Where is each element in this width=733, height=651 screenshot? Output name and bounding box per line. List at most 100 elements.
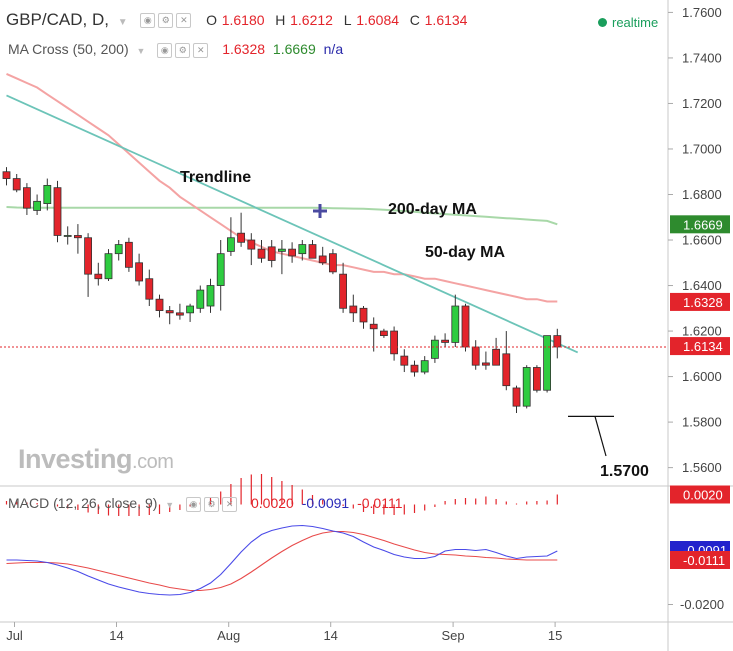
open-label: O	[206, 12, 217, 28]
realtime-label: realtime	[612, 15, 659, 30]
price-axis-label: 1.6800	[682, 187, 722, 202]
gear-icon[interactable]: ⚙	[204, 496, 220, 512]
candle-down	[379, 330, 388, 337]
gear-icon[interactable]: ⚙	[158, 13, 174, 29]
eye-icon[interactable]: ◉	[157, 42, 173, 58]
watermark-suffix: .com	[132, 451, 174, 473]
candle-down	[2, 171, 11, 179]
ma-indicator-label[interactable]: MA Cross (50, 200)	[8, 41, 129, 57]
close-icon[interactable]: ✕	[176, 13, 192, 29]
macd-hist-badge-bg	[670, 485, 730, 504]
realtime-dot-icon	[598, 18, 607, 27]
candle-down	[400, 355, 409, 366]
candle-up	[430, 339, 439, 359]
high-label: H	[275, 12, 286, 28]
time-axis-label: Sep	[442, 628, 465, 643]
eye-icon[interactable]: ◉	[186, 496, 202, 512]
macd-hist-value: 0.0020	[250, 495, 294, 511]
candle-up	[277, 248, 286, 252]
candle-down	[461, 305, 470, 348]
macd-axis-label: -0.0200	[680, 597, 724, 612]
macd-histogram	[5, 474, 558, 516]
candle-down	[369, 323, 378, 330]
symbol-dropdown-icon[interactable]: ▼	[117, 17, 128, 28]
close-icon[interactable]: ✕	[193, 42, 209, 58]
high-value: 1.6212	[290, 12, 333, 28]
candle-up	[186, 305, 195, 314]
candle-down	[145, 278, 154, 300]
price-axis-label: 1.7400	[682, 50, 722, 65]
candle-up	[33, 200, 41, 211]
candle-down	[492, 348, 501, 366]
macd-dropdown-icon[interactable]: ▼	[165, 500, 175, 510]
candle-down	[533, 367, 541, 391]
gear-icon[interactable]: ⚙	[175, 42, 191, 58]
price-badge: 1.6134	[683, 339, 723, 354]
price-axis-label: 1.6600	[682, 233, 722, 248]
candle-down	[257, 248, 266, 259]
candle-down	[135, 262, 144, 282]
candle-up	[63, 235, 72, 237]
symbol-header: GBP/CAD, D, ▼ ◉ ⚙ ✕ O 1.6180 H 1.6212 L 1.…	[6, 10, 467, 30]
time-axis-label: 14	[323, 628, 337, 643]
candle-down	[318, 255, 327, 264]
macd-indicator-label[interactable]: MACD (12, 26, close, 9)	[8, 495, 158, 511]
price-badge-bg	[670, 337, 730, 356]
price-axis-label: 1.7600	[682, 5, 722, 20]
trendline-annotation: Trendline	[180, 169, 251, 186]
candle-down	[125, 241, 133, 268]
ma200-annotation: 200-day MA	[388, 201, 477, 218]
price-axis-label: 1.7000	[682, 141, 722, 156]
price-axis-label: 1.6400	[682, 278, 722, 293]
candle-down	[359, 307, 368, 323]
candle-up	[226, 237, 235, 252]
candle-up	[451, 305, 460, 343]
time-axis-label: Jul	[6, 628, 23, 643]
macd-line-value: -0.0091	[301, 495, 350, 511]
low-marker-pointer	[594, 416, 607, 457]
candle-up	[196, 289, 205, 309]
candle-down	[237, 232, 246, 243]
close-icon[interactable]: ✕	[222, 496, 238, 512]
price-axis-label: 1.6000	[682, 369, 722, 384]
candle-down	[339, 273, 348, 309]
annotations: Trendline 200-day MA 50-day MA 1.5700	[180, 169, 649, 480]
ma200-line	[6, 206, 558, 226]
macd-signal-badge-bg	[670, 551, 730, 569]
trendline	[6, 94, 579, 354]
candle-down	[267, 246, 276, 261]
ma-legend: MA Cross (50, 200) ▼ ◉ ⚙ ✕ 1.6328 1.6669 n…	[8, 41, 343, 58]
candle-down	[84, 237, 92, 275]
candle-down	[53, 187, 62, 236]
ma50-badge-bg	[670, 292, 730, 311]
candles	[2, 167, 562, 413]
eye-icon[interactable]: ◉	[140, 13, 156, 29]
candle-down	[328, 253, 337, 273]
time-axis-label: Aug	[217, 628, 240, 643]
candle-down	[12, 178, 21, 191]
axes: 1.7600 1.7400 1.7200 1.7000 1.6800 1.6600 1.64…	[6, 5, 724, 643]
symbol-title[interactable]: GBP/CAD, D,	[6, 10, 109, 29]
low-value: 1.6084	[356, 12, 400, 28]
candle-down	[349, 305, 358, 314]
ma50-value: 1.6328	[222, 41, 266, 57]
candle-down	[471, 346, 480, 366]
candle-down	[22, 187, 31, 209]
candle-down	[74, 235, 82, 239]
trendline-layer	[6, 94, 579, 354]
candle-up	[543, 335, 551, 391]
candle-up	[104, 253, 113, 280]
ma-dropdown-icon[interactable]: ▼	[136, 46, 146, 56]
macd-main-line	[6, 524, 558, 596]
ma200-badge-bg	[670, 215, 730, 234]
candle-down	[502, 353, 511, 387]
macd-signal-value: -0.0111	[357, 495, 403, 511]
candle-down	[441, 339, 450, 343]
time-axis-label: 14	[109, 628, 123, 643]
watermark-brand: Investing	[18, 444, 133, 474]
low-label: L	[343, 12, 352, 28]
close-label: C	[409, 12, 420, 28]
candle-up	[114, 244, 123, 255]
